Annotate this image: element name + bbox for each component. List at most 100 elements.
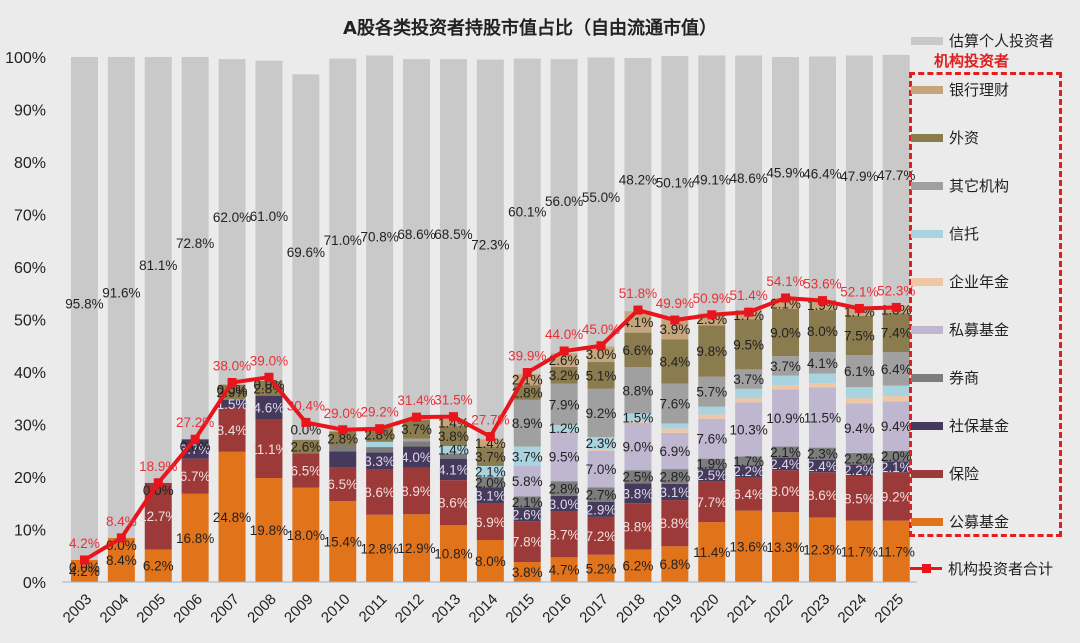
bar-segment xyxy=(624,483,652,504)
bar-segment xyxy=(476,59,504,440)
bar-segment xyxy=(550,495,578,512)
bar-segment xyxy=(181,458,209,494)
bar-segment xyxy=(698,376,726,407)
x-tick-label: 2005 xyxy=(133,591,169,627)
bar-segment-label: 16.8% xyxy=(176,531,214,546)
bar-segment-label: 68.6% xyxy=(397,227,435,242)
legend-swatch xyxy=(911,133,943,142)
total-line-label: 54.1% xyxy=(766,274,804,289)
bar-segment xyxy=(366,441,394,448)
bar-segment xyxy=(882,54,910,306)
bar-segment-label: 45.9% xyxy=(766,165,804,180)
bar-segment-label: 71.0% xyxy=(324,233,362,248)
legend-item: 私募基金 xyxy=(900,319,1009,340)
bar-segment-label: 1.9% xyxy=(696,457,727,472)
total-line-marker xyxy=(891,302,901,312)
bar-segment xyxy=(292,74,320,440)
bar-segment-label: 3.1% xyxy=(475,489,506,504)
bar-segment-label: 2.9% xyxy=(586,502,617,517)
legend-item: 企业年金 xyxy=(900,271,1009,292)
total-line-marker xyxy=(854,303,864,313)
total-line-label: 30.4% xyxy=(287,398,325,413)
bar-segment-label: 3.3% xyxy=(364,454,395,469)
bar-segment-label: 4.1% xyxy=(438,462,469,477)
bar-segment xyxy=(845,475,873,521)
bar-segment xyxy=(439,418,467,427)
total-line-label: 8.4% xyxy=(106,514,137,529)
bar-segment xyxy=(550,59,578,354)
bar-segment-label: 2.3% xyxy=(586,436,617,451)
legend-label: 外资 xyxy=(949,129,980,147)
bar-segment-label: 8.9% xyxy=(512,416,543,431)
bar-segment-label: 6.9% xyxy=(475,515,506,530)
bar-segment-label: 24.8% xyxy=(213,510,251,525)
total-line-marker xyxy=(264,372,274,382)
legend-swatch xyxy=(911,36,943,45)
bar-segment xyxy=(845,464,873,476)
bar-segment-label: 48.2% xyxy=(619,173,657,188)
bar-segment-label: 6.9% xyxy=(659,444,690,459)
total-line-marker xyxy=(744,307,754,317)
legend-label: 其它机构 xyxy=(949,177,1010,195)
bar-segment xyxy=(292,439,320,454)
bar-segment xyxy=(772,375,800,386)
legend-swatch xyxy=(911,517,943,526)
bar-segment xyxy=(366,55,394,428)
legend-item: 券商 xyxy=(900,367,979,388)
bar-segment-label: 5.2% xyxy=(586,561,617,576)
bar-segment xyxy=(513,58,541,375)
bar-segment-label: 3.8% xyxy=(512,565,543,580)
x-tick-label: 2015 xyxy=(502,591,538,627)
bar-segment-label: 1.5% xyxy=(217,397,248,412)
bar-zero-label: 0.0% xyxy=(290,422,321,437)
x-tick-label: 2024 xyxy=(835,591,871,627)
legend-swatch xyxy=(911,325,943,334)
bar-segment xyxy=(439,426,467,447)
bar-zero-label: 0.0% xyxy=(69,560,100,575)
bar-segment xyxy=(476,540,504,582)
bar-segment-label: 7.6% xyxy=(696,432,727,447)
bar-segment xyxy=(366,514,394,582)
bar-segment xyxy=(698,414,726,419)
bar-segment xyxy=(661,55,689,319)
bar-segment xyxy=(624,58,652,312)
legend-label: 信托 xyxy=(949,225,980,243)
bar-segment xyxy=(403,467,431,515)
total-line-marker xyxy=(781,293,791,303)
bar-segment-label: 2.2% xyxy=(844,452,875,467)
bar-segment xyxy=(882,313,910,353)
total-line-label: 52.1% xyxy=(840,284,878,299)
total-line-label: 4.2% xyxy=(69,536,100,551)
x-tick-label: 2012 xyxy=(392,591,428,627)
bar-segment-label: 3.7% xyxy=(401,422,432,437)
x-tick-label: 2025 xyxy=(871,591,907,627)
total-line-label: 51.8% xyxy=(619,286,657,301)
total-line-label: 44.0% xyxy=(545,327,583,342)
bar-segment-label: 8.6% xyxy=(364,485,395,500)
bar-segment xyxy=(513,399,541,447)
bar-segment xyxy=(882,450,910,462)
bar-segment xyxy=(550,383,578,426)
legend-item-total: 机构投资者合计 xyxy=(900,558,1053,579)
x-tick-label: 2022 xyxy=(761,591,797,627)
bar-segment xyxy=(735,398,763,403)
bar-segment-label: 49.1% xyxy=(693,172,731,187)
bar-segment xyxy=(661,318,689,340)
total-line-label: 52.3% xyxy=(877,283,915,298)
bar-segment-label: 10.8% xyxy=(434,547,472,562)
bar-segment-label: 11.4% xyxy=(693,545,730,560)
bar-segment-label: 2.8% xyxy=(327,432,358,447)
bar-segment xyxy=(845,55,873,307)
bar-segment xyxy=(587,57,615,347)
bar-segment xyxy=(772,309,800,357)
bar-segment xyxy=(513,465,541,497)
bar-segment xyxy=(882,472,910,521)
y-tick-label: 0% xyxy=(23,575,46,592)
bar-segment xyxy=(808,459,836,473)
bar-segment-label: 2.5% xyxy=(623,470,654,485)
bar-segment-label: 11.1% xyxy=(250,442,287,457)
bar-segment-label: 1.4% xyxy=(475,436,506,451)
bar-segment xyxy=(550,557,578,582)
bar-segment-label: 9.8% xyxy=(696,344,727,359)
legend-label: 券商 xyxy=(949,369,980,387)
